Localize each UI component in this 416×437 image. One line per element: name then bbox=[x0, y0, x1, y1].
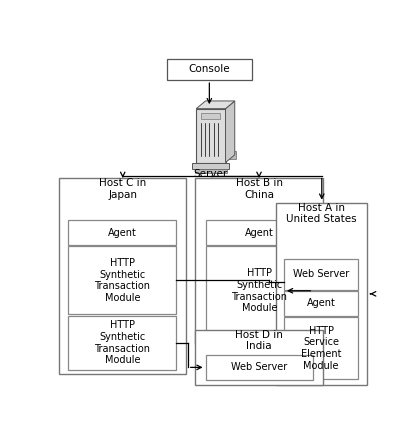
Polygon shape bbox=[196, 101, 235, 109]
Text: Host C in
Japan: Host C in Japan bbox=[99, 178, 146, 200]
Bar bbox=[201, 113, 220, 119]
Text: HTTP
Synthetic
Transaction
Module: HTTP Synthetic Transaction Module bbox=[94, 320, 150, 365]
Text: Web Server: Web Server bbox=[231, 362, 287, 372]
Bar bbox=[69, 220, 176, 245]
Text: HTTP
Synthetic
Transaction
Module: HTTP Synthetic Transaction Module bbox=[94, 258, 150, 303]
Bar bbox=[206, 355, 313, 380]
Text: Agent: Agent bbox=[108, 228, 137, 238]
Text: Agent: Agent bbox=[307, 298, 335, 309]
Bar bbox=[284, 291, 358, 316]
Text: Server: Server bbox=[194, 170, 228, 180]
Bar bbox=[195, 169, 227, 173]
Text: HTTP
Synthetic
Transaction
Module: HTTP Synthetic Transaction Module bbox=[231, 268, 287, 313]
Text: Host A in
United States: Host A in United States bbox=[287, 203, 357, 224]
Text: Host D in
India: Host D in India bbox=[235, 329, 283, 351]
Bar bbox=[225, 151, 236, 159]
Bar bbox=[69, 316, 176, 370]
Bar bbox=[196, 178, 322, 343]
Bar bbox=[167, 59, 252, 80]
Bar bbox=[206, 220, 313, 245]
Bar bbox=[284, 259, 358, 290]
Bar bbox=[193, 163, 229, 169]
Bar bbox=[69, 246, 176, 314]
Bar bbox=[276, 203, 367, 385]
Text: Agent: Agent bbox=[245, 228, 274, 238]
Bar bbox=[59, 178, 186, 375]
Polygon shape bbox=[225, 101, 235, 163]
Bar bbox=[284, 317, 358, 379]
Text: Web Server: Web Server bbox=[293, 269, 349, 279]
Text: HTTP
Service
Element
Module: HTTP Service Element Module bbox=[301, 326, 341, 371]
Text: Console: Console bbox=[188, 64, 230, 74]
Text: Host B in
China: Host B in China bbox=[235, 178, 282, 200]
Bar bbox=[196, 329, 322, 385]
Bar bbox=[206, 246, 313, 335]
Bar bbox=[196, 109, 225, 163]
